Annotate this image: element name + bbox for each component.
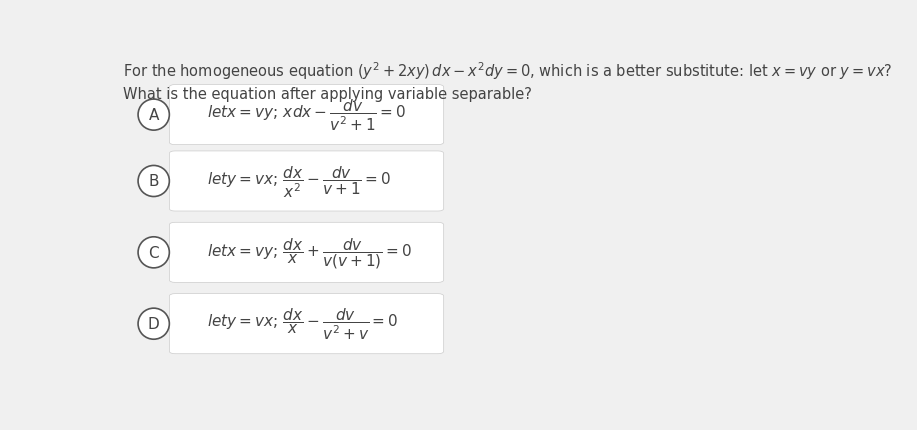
FancyBboxPatch shape — [170, 152, 444, 212]
Ellipse shape — [138, 166, 170, 197]
Text: $\mathit{letx}=\mathit{vy};\, \dfrac{\mathit{dx}}{x} + \dfrac{\mathit{dv}}{v(v+1: $\mathit{letx}=\mathit{vy};\, \dfrac{\ma… — [207, 235, 412, 270]
Ellipse shape — [138, 237, 170, 268]
Text: What is the equation after applying variable separable?: What is the equation after applying vari… — [123, 86, 532, 101]
Ellipse shape — [138, 308, 170, 339]
Text: A: A — [149, 108, 159, 123]
Text: B: B — [149, 174, 159, 189]
Text: $\mathit{letx}=\mathit{vy};\, \mathit{xdx} - \dfrac{\mathit{dv}}{v^2+1} = 0$: $\mathit{letx}=\mathit{vy};\, \mathit{xd… — [207, 98, 406, 133]
Text: For the homogeneous equation $(y^2+2xy)\,dx-x^2dy=0$, which is a better substitu: For the homogeneous equation $(y^2+2xy)\… — [123, 60, 892, 82]
Text: $\mathit{lety}=\mathit{vx};\, \dfrac{\mathit{dx}}{x^2} - \dfrac{\mathit{dv}}{v+1: $\mathit{lety}=\mathit{vx};\, \dfrac{\ma… — [207, 164, 391, 199]
Text: D: D — [148, 316, 160, 332]
FancyBboxPatch shape — [170, 223, 444, 283]
Text: C: C — [149, 245, 159, 260]
FancyBboxPatch shape — [170, 294, 444, 354]
Text: $\mathit{lety}=\mathit{vx};\, \dfrac{\mathit{dx}}{x} - \dfrac{\mathit{dv}}{v^2+v: $\mathit{lety}=\mathit{vx};\, \dfrac{\ma… — [207, 306, 398, 341]
FancyBboxPatch shape — [170, 86, 444, 145]
Ellipse shape — [138, 100, 170, 131]
